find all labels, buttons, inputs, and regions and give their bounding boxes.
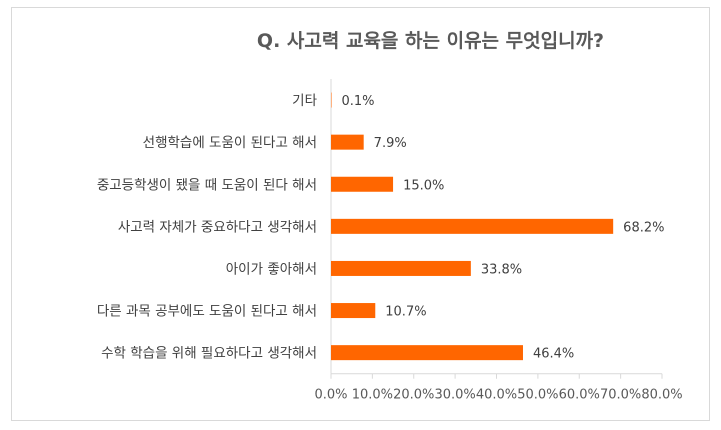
data-label: 15.0% — [403, 178, 444, 193]
category-label: 사고력 자체가 중요하다고 생각해서 — [118, 219, 317, 235]
category-label: 선행학습에 도움이 된다고 해서 — [143, 135, 317, 151]
data-label: 33.8% — [481, 262, 522, 277]
category-label: 중고등학생이 됐을 때 도움이 된다 해서 — [97, 177, 317, 193]
category-label: 수학 학습을 위해 필요하다고 생각해서 — [101, 346, 317, 362]
x-tick-label: 20.0% — [393, 388, 434, 403]
bar — [331, 345, 523, 361]
data-label: 46.4% — [533, 347, 574, 362]
x-tick-label: 70.0% — [600, 388, 641, 403]
x-tick-label: 40.0% — [476, 388, 517, 403]
x-tick-label: 50.0% — [517, 388, 558, 403]
data-label: 0.1% — [342, 94, 375, 109]
bar — [331, 92, 332, 108]
data-label: 68.2% — [623, 220, 664, 235]
bar — [331, 260, 471, 276]
bar — [331, 176, 394, 192]
data-label: 7.9% — [374, 136, 407, 151]
bar — [331, 303, 376, 319]
category-label: 기타 — [292, 93, 317, 109]
bar — [331, 218, 614, 234]
x-tick-label: 80.0% — [641, 388, 682, 403]
x-tick-label: 30.0% — [434, 388, 475, 403]
x-tick-label: 60.0% — [559, 388, 600, 403]
x-tick-label: 10.0% — [352, 388, 393, 403]
data-label: 10.7% — [385, 305, 426, 320]
category-label: 아이가 좋아해서 — [226, 261, 317, 277]
category-label: 다른 과목 공부에도 도움이 된다고 해서 — [97, 304, 317, 320]
x-tick-label: 0.0% — [314, 388, 347, 403]
chart-title: Q. 사고력 교육을 하는 이유는 무엇입니까? — [256, 30, 605, 52]
bar — [331, 134, 364, 150]
